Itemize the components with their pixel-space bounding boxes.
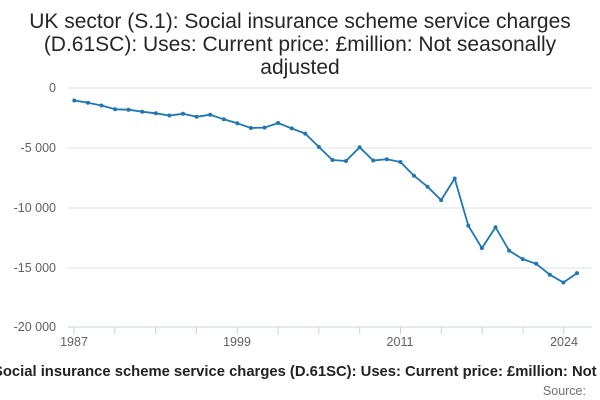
svg-text:-5 000: -5 000 — [21, 141, 56, 155]
svg-text:-10 000: -10 000 — [14, 201, 56, 215]
svg-text:2024: 2024 — [550, 335, 578, 349]
svg-text:1987: 1987 — [60, 335, 88, 349]
svg-text:-15 000: -15 000 — [14, 261, 56, 275]
svg-text:0: 0 — [49, 81, 56, 95]
svg-text:2011: 2011 — [387, 335, 414, 349]
svg-text:-20 000: -20 000 — [14, 320, 56, 334]
svg-text:1999: 1999 — [223, 335, 251, 349]
